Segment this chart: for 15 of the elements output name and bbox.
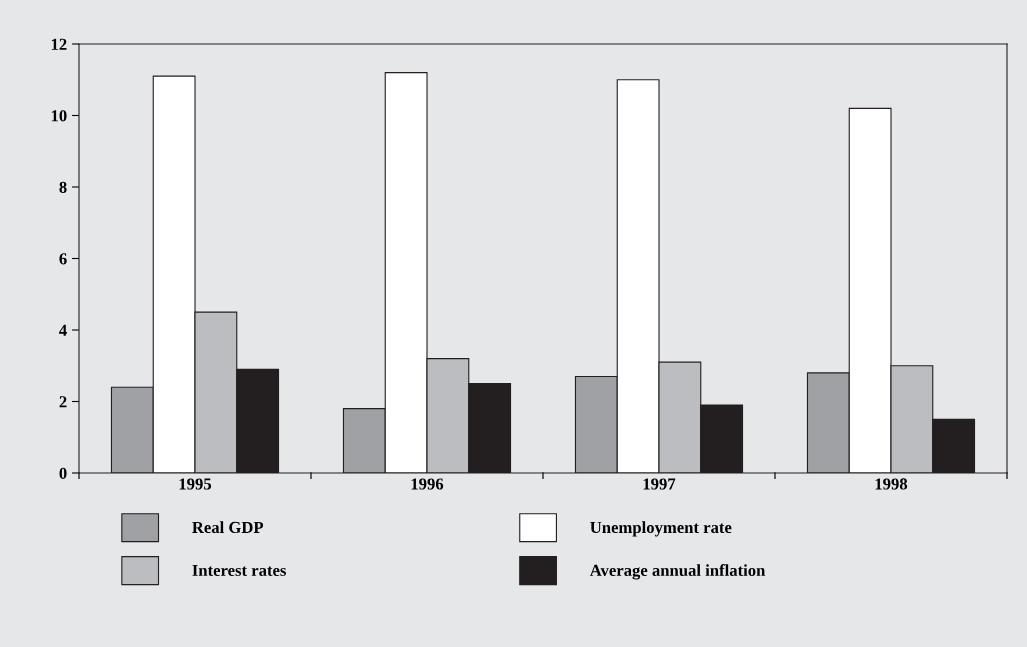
x-tick-label: 1996 (411, 478, 444, 490)
x-tick-label: 1995 (179, 478, 212, 490)
y-tick-label: 8 (59, 181, 67, 193)
x-tick-label: 1998 (875, 478, 908, 490)
x-tick-label: 1997 (643, 478, 676, 490)
y-tick-label: 12 (51, 38, 67, 50)
legend-label: Average annual inflation (589, 564, 766, 580)
y-tick-label: 4 (59, 324, 67, 336)
legend-label: Real GDP (192, 521, 264, 534)
y-tick-label: 2 (59, 396, 67, 408)
legend-label: Interest rates (192, 564, 287, 576)
y-tick-label: 6 (59, 253, 67, 265)
y-tick-label: 10 (51, 110, 67, 122)
y-tick-label: 0 (59, 467, 67, 479)
legend-label: Unemployment rate (590, 521, 732, 537)
